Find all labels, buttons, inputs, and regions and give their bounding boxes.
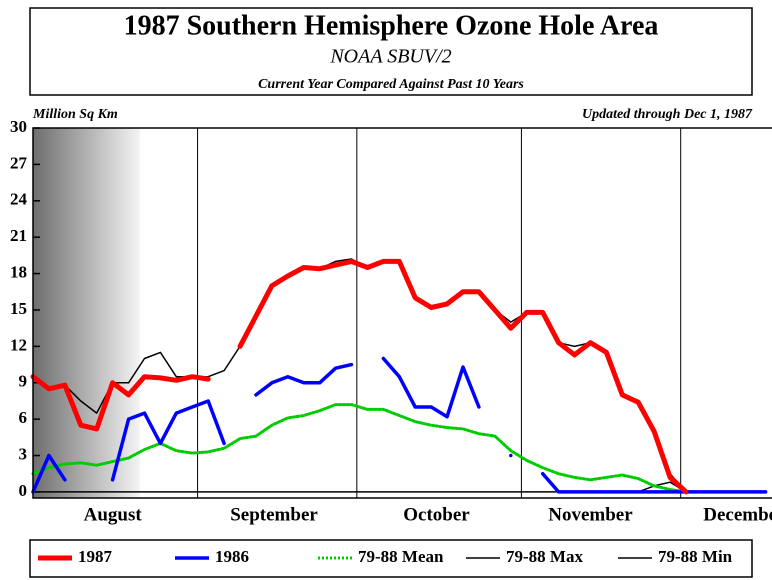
y-tick-label: 9	[19, 372, 28, 391]
y-tick-label: 30	[10, 117, 27, 136]
chart-subtitle: NOAA SBUV/2	[329, 46, 451, 68]
y-tick-label: 0	[19, 481, 28, 500]
series-line	[110, 399, 226, 482]
plot-area	[30, 127, 768, 498]
x-tick-label: October	[403, 504, 470, 525]
legend-label: 79-88 Min	[658, 547, 733, 566]
x-tick-label: September	[230, 504, 318, 525]
chart-subtitle: Current Year Compared Against Past 10 Ye…	[258, 77, 524, 92]
legend: 1987 1986 79-88 Mean 79-88 Max 79-88 Min	[38, 547, 733, 566]
y-tick-label: 3	[19, 444, 28, 463]
y-tick-label: 21	[10, 226, 27, 245]
chart-title: 1987 Southern Hemisphere Ozone Hole Area	[124, 10, 659, 41]
shaded-region	[33, 128, 140, 498]
legend-label: 1987	[78, 547, 113, 566]
series-line	[31, 403, 768, 494]
legend-label: 79-88 Max	[506, 547, 583, 566]
y-tick-label: 24	[10, 190, 28, 209]
x-tick-label: December	[703, 504, 772, 525]
series-line	[237, 258, 689, 495]
y-tick-label: 12	[10, 335, 27, 354]
legend-box	[29, 539, 753, 578]
series-line	[254, 362, 354, 397]
series-point	[509, 453, 513, 458]
x-tick-label: November	[548, 504, 633, 525]
series-line	[31, 453, 67, 494]
legend-label: 1986	[215, 547, 249, 566]
series-line	[381, 356, 481, 419]
title-box	[29, 7, 753, 96]
legend-label: 79-88 Mean	[358, 547, 444, 566]
x-tick-label: August	[84, 504, 143, 525]
y-tick-label: 18	[10, 262, 27, 281]
series-line	[30, 374, 211, 432]
y-tick-label: 15	[10, 299, 27, 318]
y-axis-label: Million Sq Km	[32, 107, 118, 122]
series-line	[540, 471, 768, 494]
series-line	[32, 481, 767, 493]
plot-frame	[32, 127, 772, 499]
y-tick-label: 6	[19, 408, 28, 427]
annotation: Updated through Dec 1, 1987	[582, 107, 753, 122]
y-tick-label: 27	[10, 153, 28, 172]
